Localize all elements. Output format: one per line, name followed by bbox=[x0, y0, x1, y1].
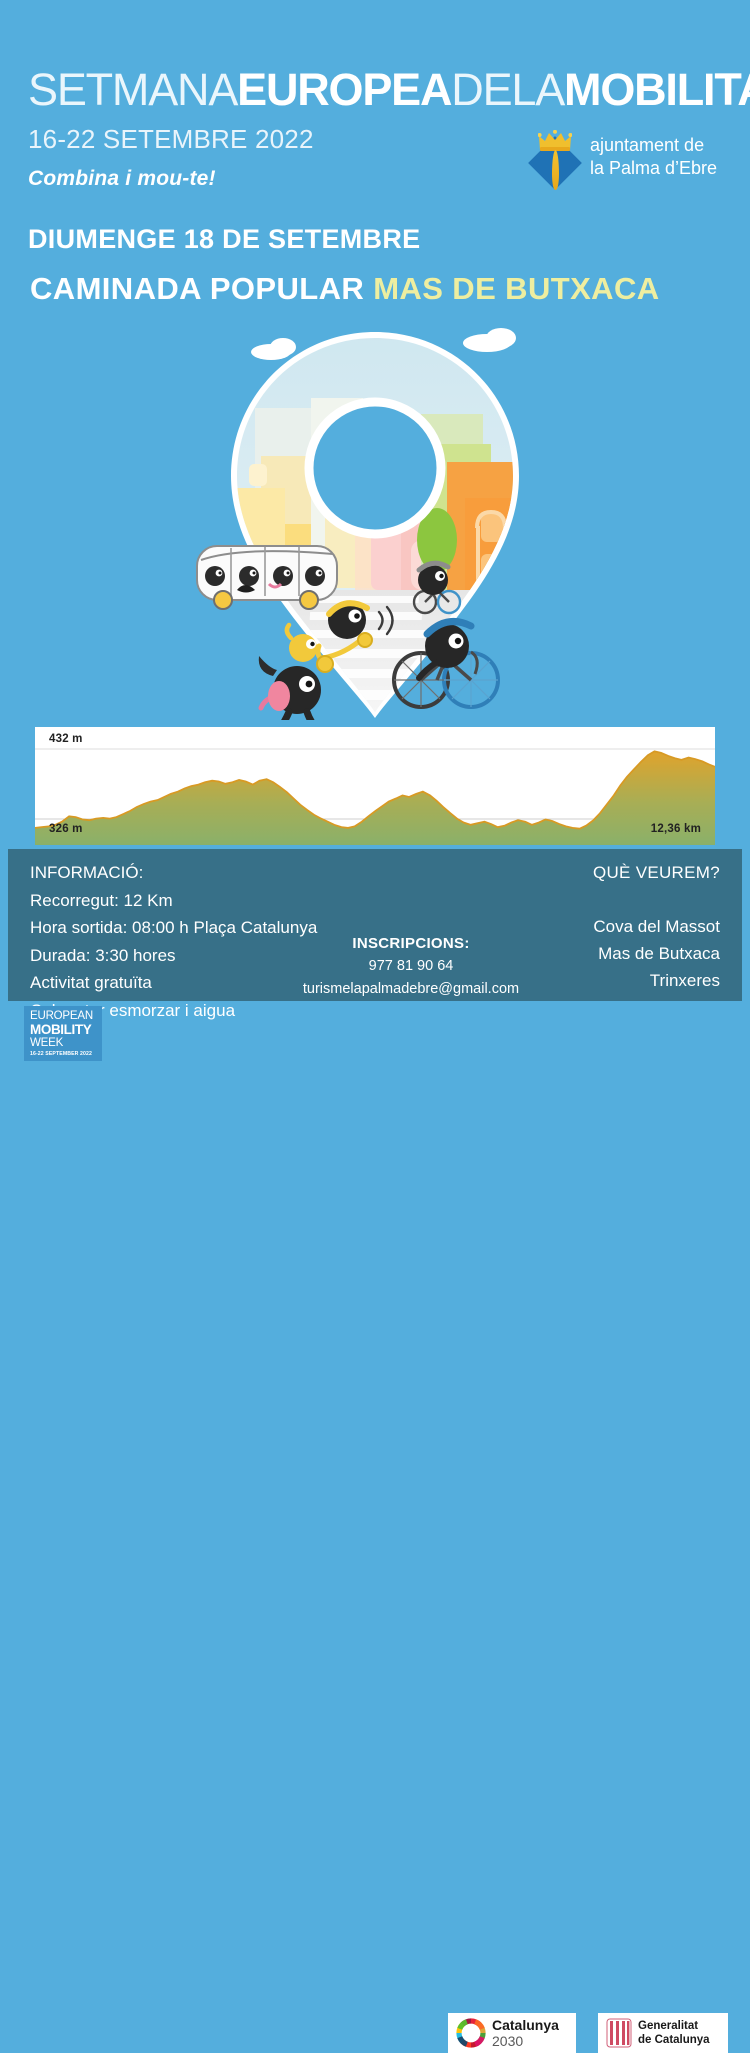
poster-footer: EUROPEAN MOBILITY WEEK 16-22 SEPTEMBER 2… bbox=[0, 1001, 750, 2053]
info-line-start-time: Hora sortida: 08:00 h Plaça Catalunya bbox=[30, 918, 318, 937]
emw-logo-line2: MOBILITY bbox=[30, 1022, 92, 1037]
event-title: CAMINADA POPULAR MAS DE BUTXACA bbox=[30, 271, 660, 307]
palm-frond-icon bbox=[552, 150, 559, 190]
campaign-title-mobilitat: MOBILITAT bbox=[564, 64, 750, 115]
catalunya-2030-line1: Catalunya bbox=[492, 2016, 559, 2033]
emw-logo-line1: EUROPEAN bbox=[30, 1010, 93, 1022]
highlight-item-trinxeres: Trinxeres bbox=[649, 971, 720, 990]
catalan-flag-shield-icon bbox=[606, 2018, 632, 2048]
registration-column: INSCRIPCIONS: 977 81 90 64 turismelapalm… bbox=[286, 932, 536, 1001]
emw-logo-line3: WEEK bbox=[30, 1037, 64, 1049]
highlights-spacer bbox=[450, 886, 720, 913]
scooter-rider-icon bbox=[284, 600, 394, 673]
info-panel: INFORMACIÓ: Recorregut: 12 Km Hora sorti… bbox=[8, 849, 742, 1020]
info-column: INFORMACIÓ: Recorregut: 12 Km Hora sorti… bbox=[30, 859, 360, 1024]
highlights-column: QUÈ VEUREM? Cova del Massot Mas de Butxa… bbox=[450, 859, 720, 994]
event-title-main: CAMINADA POPULAR bbox=[30, 271, 365, 306]
cloud-icon bbox=[251, 328, 516, 360]
council-name: ajuntament de la Palma d’Ebre bbox=[590, 134, 717, 180]
event-date: DIUMENGE 18 DE SETEMBRE bbox=[28, 224, 421, 254]
event-title-location: MAS DE BUTXACA bbox=[373, 271, 660, 306]
registration-email[interactable]: turismelapalmadebre@gmail.com bbox=[302, 981, 520, 997]
map-pin-illustration bbox=[175, 328, 575, 720]
council-name-line1: ajuntament de bbox=[590, 135, 705, 155]
map-pin-scene-icon bbox=[196, 328, 519, 720]
chart-distance-label: 12,36 km bbox=[650, 823, 701, 835]
pedestrian-icon bbox=[258, 656, 321, 720]
generalitat-text: Generalitat de Catalunya bbox=[638, 2019, 710, 2047]
generalitat-line2: de Catalunya bbox=[638, 2034, 710, 2046]
bus-icon bbox=[196, 545, 338, 610]
registration-heading: INSCRIPCIONS: bbox=[352, 935, 470, 952]
info-line-route: Recorregut: 12 Km bbox=[30, 890, 173, 910]
small-bicycle-icon bbox=[412, 560, 462, 615]
highlight-item-mas: Mas de Butxaca bbox=[598, 944, 720, 963]
info-line-duration: Durada: 3:30 hores bbox=[30, 945, 176, 965]
info-heading: INFORMACIÓ: bbox=[30, 863, 144, 882]
campaign-title-dela: DELA bbox=[451, 64, 565, 115]
campaign-dates: 16-22 SETEMBRE 2022 bbox=[28, 124, 314, 154]
emw-logo-line4: 16-22 SEPTEMBER 2022 bbox=[30, 1051, 92, 1057]
european-mobility-week-logo: EUROPEAN MOBILITY WEEK 16-22 SEPTEMBER 2… bbox=[24, 1006, 102, 1061]
chart-max-label: 432 m bbox=[49, 733, 83, 745]
campaign-slogan: Combina i mou-te! bbox=[28, 167, 216, 190]
crown-icon bbox=[538, 130, 572, 151]
info-line-free: Activitat gratuïta bbox=[30, 973, 152, 992]
campaign-title-europea: EUROPEA bbox=[237, 64, 452, 115]
poster-header: SETMANAEUROPEADELAMOBILITAT 16-22 SETEMB… bbox=[0, 0, 750, 205]
council-emblem-icon bbox=[528, 130, 584, 192]
campaign-title-setmana: SETMANA bbox=[28, 64, 238, 115]
campaign-title: SETMANAEUROPEADELAMOBILITAT bbox=[28, 66, 750, 114]
highlight-item-cova: Cova del Massot bbox=[593, 917, 720, 936]
elevation-fill bbox=[35, 751, 715, 845]
chart-min-label: 326 m bbox=[49, 823, 83, 835]
council-name-line2: la Palma d’Ebre bbox=[590, 158, 718, 178]
elevation-area-plot bbox=[35, 727, 715, 845]
generalitat-line1: Generalitat bbox=[638, 2020, 699, 2032]
elevation-line bbox=[35, 750, 715, 830]
highlights-heading: QUÈ VEUREM? bbox=[592, 863, 720, 882]
elevation-profile-chart: 432 m 326 m 12,36 km bbox=[30, 727, 720, 845]
pin-hole bbox=[304, 397, 446, 539]
council-logo: ajuntament de la Palma d’Ebre bbox=[528, 130, 728, 192]
catalunya-2030-text: Catalunya 2030 bbox=[492, 2016, 559, 2049]
sdg-wheel-icon bbox=[456, 2018, 486, 2048]
catalunya-2030-line2: 2030 bbox=[492, 2032, 524, 2049]
catalunya-2030-logo: Catalunya 2030 bbox=[448, 2013, 576, 2053]
bicycle-rider-icon bbox=[392, 618, 500, 709]
registration-phone[interactable]: 977 81 90 64 bbox=[368, 958, 454, 974]
generalitat-logo: Generalitat de Catalunya bbox=[598, 2013, 728, 2053]
